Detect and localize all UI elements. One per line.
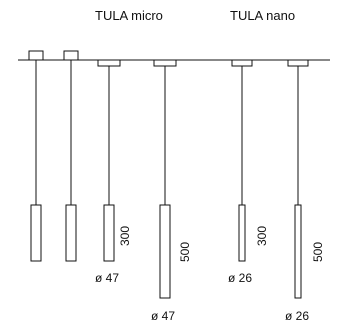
group-title-nano: TULA nano — [230, 8, 296, 23]
length-label-nano-500: 500 — [311, 241, 325, 262]
canopy-flat-6 — [287, 59, 309, 67]
diameter-label-micro-500: ø 47 — [151, 309, 176, 323]
pendant-body-1 — [30, 204, 42, 262]
length-label-micro-300: 300 — [118, 225, 132, 246]
length-label-micro-500: 500 — [178, 241, 192, 262]
diameter-label-nano-500: ø 26 — [285, 309, 310, 323]
group-title-micro: TULA micro — [95, 8, 163, 23]
canopy-flat-5 — [231, 59, 253, 67]
diameter-label-nano-300: ø 26 — [228, 271, 253, 285]
pendant-body-4 — [159, 204, 171, 299]
diameter-label-micro-300: ø 47 — [95, 271, 120, 285]
length-label-nano-300: 300 — [255, 225, 269, 246]
canopy-square-1 — [28, 50, 44, 61]
pendant-body-5 — [238, 204, 246, 262]
pendant-body-6 — [294, 204, 302, 299]
canopy-flat-3 — [97, 59, 121, 67]
canopy-flat-4 — [153, 59, 177, 67]
pendant-body-2 — [65, 204, 77, 262]
pendant-body-3 — [103, 204, 115, 262]
canopy-square-2 — [63, 50, 79, 61]
